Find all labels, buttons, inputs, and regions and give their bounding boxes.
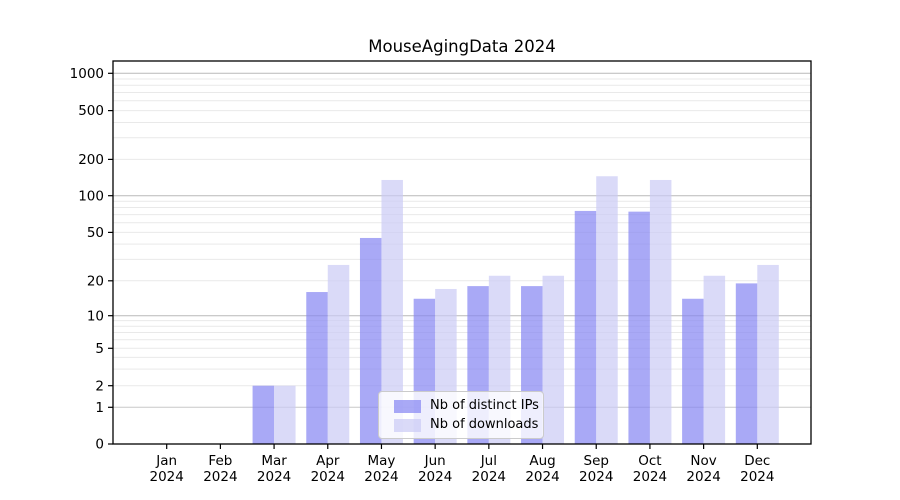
y-tick-label-50: 50 xyxy=(87,225,104,241)
y-axis-labels: 0 1 2 5 10 20 50 100 200 500 1000 xyxy=(70,66,104,453)
x-tick-label-sep: Sep xyxy=(584,453,609,469)
x-tick-label-dec: Dec xyxy=(744,453,770,469)
bar-nb-of-distinct-ips-oct xyxy=(628,211,650,444)
legend: Nb of distinct IPs Nb of downloads xyxy=(378,391,544,439)
chart-title: MouseAgingData 2024 xyxy=(368,37,555,56)
y-tick-label-100: 100 xyxy=(78,188,104,204)
y-tick-label-5: 5 xyxy=(95,341,104,357)
bar-nb-of-distinct-ips-apr xyxy=(306,292,328,444)
legend-label-distinct-ips: Nb of distinct IPs xyxy=(430,398,539,413)
y-tick-label-20: 20 xyxy=(87,273,104,289)
x-tick-label-aug: Aug xyxy=(529,453,555,469)
bar-nb-of-distinct-ips-sep xyxy=(574,210,597,444)
bar-nb-of-downloads-apr xyxy=(327,264,350,444)
x-tick-year-jun: 2024 xyxy=(418,469,452,485)
plot-border xyxy=(112,60,812,445)
x-tick-year-jan: 2024 xyxy=(150,469,184,485)
legend-swatch-downloads xyxy=(394,418,421,432)
x-tick-label-oct: Oct xyxy=(638,453,661,469)
y-tick-label-1: 1 xyxy=(95,400,104,416)
bar-nb-of-downloads-mar xyxy=(274,385,296,444)
bar-nb-of-downloads-nov xyxy=(703,275,726,444)
x-tick-label-apr: Apr xyxy=(316,453,340,469)
x-axis-labels: Jan2024Feb2024Mar2024Apr2024May2024Jun20… xyxy=(150,453,775,485)
bar-nb-of-downloads-may xyxy=(381,179,403,444)
bar-nb-of-distinct-ips-mar xyxy=(252,385,275,444)
x-tick-label-jun: Jun xyxy=(424,453,446,469)
y-tick-label-10: 10 xyxy=(87,308,104,324)
x-tick-label-mar: Mar xyxy=(261,453,287,469)
x-tick-year-apr: 2024 xyxy=(311,469,345,485)
x-tick-year-jul: 2024 xyxy=(472,469,506,485)
y-tick-label-2: 2 xyxy=(95,378,104,394)
x-tick-label-feb: Feb xyxy=(208,453,232,469)
y-tick-label-200: 200 xyxy=(78,152,104,168)
x-tick-year-nov: 2024 xyxy=(686,469,720,485)
bar-nb-of-downloads-sep xyxy=(596,176,618,445)
legend-item-downloads: Nb of downloads xyxy=(394,417,538,433)
x-tick-year-mar: 2024 xyxy=(257,469,291,485)
y-tick-label-500: 500 xyxy=(78,103,104,119)
bar-nb-of-distinct-ips-dec xyxy=(735,283,758,444)
x-tick-year-aug: 2024 xyxy=(525,469,559,485)
bar-nb-of-distinct-ips-may xyxy=(359,237,382,444)
axis-ticks xyxy=(108,72,758,449)
legend-swatch-distinct-ips xyxy=(394,399,421,413)
x-tick-year-oct: 2024 xyxy=(633,469,667,485)
bar-nb-of-downloads-oct xyxy=(649,179,672,444)
x-tick-year-feb: 2024 xyxy=(203,469,237,485)
legend-label-downloads: Nb of downloads xyxy=(430,417,539,432)
x-tick-year-may: 2024 xyxy=(364,469,398,485)
x-tick-year-dec: 2024 xyxy=(740,469,774,485)
x-tick-label-may: May xyxy=(368,453,396,469)
bar-nb-of-distinct-ips-nov xyxy=(682,298,704,444)
x-tick-label-jul: Jul xyxy=(480,453,497,469)
x-tick-label-nov: Nov xyxy=(690,453,716,469)
legend-item-distinct-ips: Nb of distinct IPs xyxy=(394,398,539,414)
x-tick-year-sep: 2024 xyxy=(579,469,613,485)
bar-nb-of-downloads-aug xyxy=(542,275,565,444)
bar-nb-of-downloads-dec xyxy=(757,264,779,444)
y-tick-label-1000: 1000 xyxy=(70,66,104,82)
x-tick-label-jan: Jan xyxy=(155,453,177,469)
y-tick-label-0: 0 xyxy=(95,437,104,453)
